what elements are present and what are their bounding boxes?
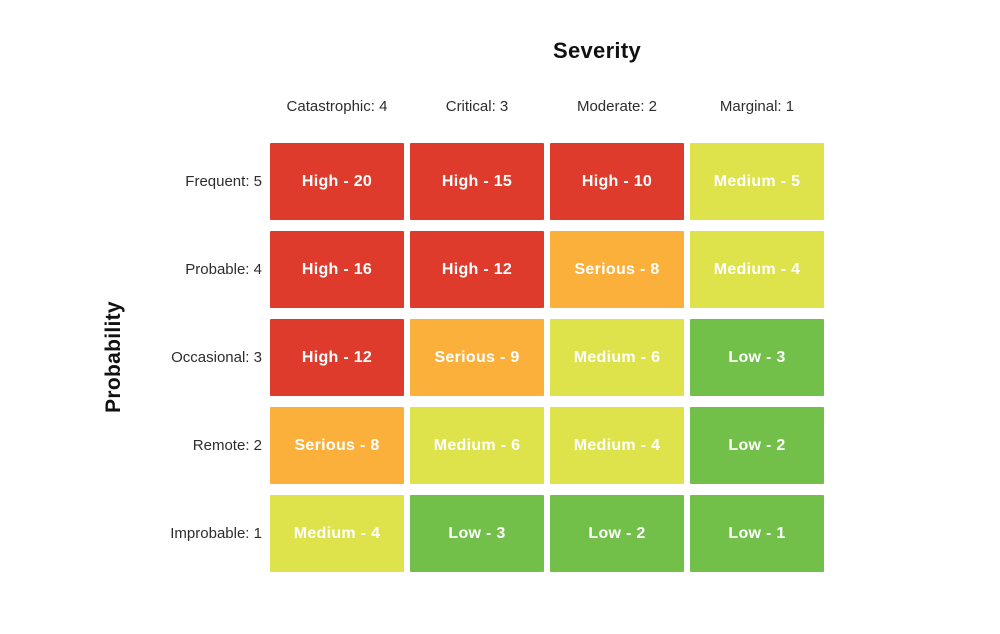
- row-label-occasional: Occasional: 3: [171, 349, 262, 366]
- matrix-cell: High - 16: [270, 231, 404, 308]
- matrix-cell: Low - 3: [410, 495, 544, 572]
- column-header-marginal: Marginal: 1: [719, 98, 795, 115]
- matrix-cell: High - 12: [410, 231, 544, 308]
- matrix-cell: Serious - 9: [410, 319, 544, 396]
- matrix-cell: High - 15: [410, 143, 544, 220]
- matrix-cell: Low - 2: [690, 407, 824, 484]
- chart-title: Severity: [552, 38, 641, 63]
- row-label-remote: Remote: 2: [192, 437, 262, 454]
- matrix-cell: Medium - 5: [690, 143, 824, 220]
- risk-matrix-grid: High - 20 High - 15 High - 10 Medium - 5…: [270, 143, 824, 572]
- row-label-frequent: Frequent: 5: [185, 173, 262, 190]
- matrix-cell: Medium - 4: [690, 231, 824, 308]
- column-header-catastrophic: Catastrophic: 4: [286, 98, 388, 115]
- row-label-probable: Probable: 4: [185, 261, 262, 278]
- matrix-cell: Low - 3: [690, 319, 824, 396]
- column-headers: Catastrophic: 4 Critical: 3 Moderate: 2 …: [270, 98, 824, 115]
- matrix-cell: Medium - 6: [410, 407, 544, 484]
- matrix-cell: Serious - 8: [550, 231, 684, 308]
- row-label-improbable: Improbable: 1: [170, 525, 262, 542]
- column-header-critical: Critical: 3: [445, 98, 509, 115]
- matrix-cell: Low - 1: [690, 495, 824, 572]
- matrix-cell: Low - 2: [550, 495, 684, 572]
- matrix-cell: High - 12: [270, 319, 404, 396]
- matrix-cell: High - 10: [550, 143, 684, 220]
- matrix-cell: Medium - 4: [270, 495, 404, 572]
- matrix-cell: Serious - 8: [270, 407, 404, 484]
- column-header-moderate: Moderate: 2: [576, 98, 658, 115]
- matrix-cell: High - 20: [270, 143, 404, 220]
- matrix-cell: Medium - 4: [550, 407, 684, 484]
- row-labels: Frequent: 5 Probable: 4 Occasional: 3 Re…: [40, 143, 262, 572]
- matrix-cell: Medium - 6: [550, 319, 684, 396]
